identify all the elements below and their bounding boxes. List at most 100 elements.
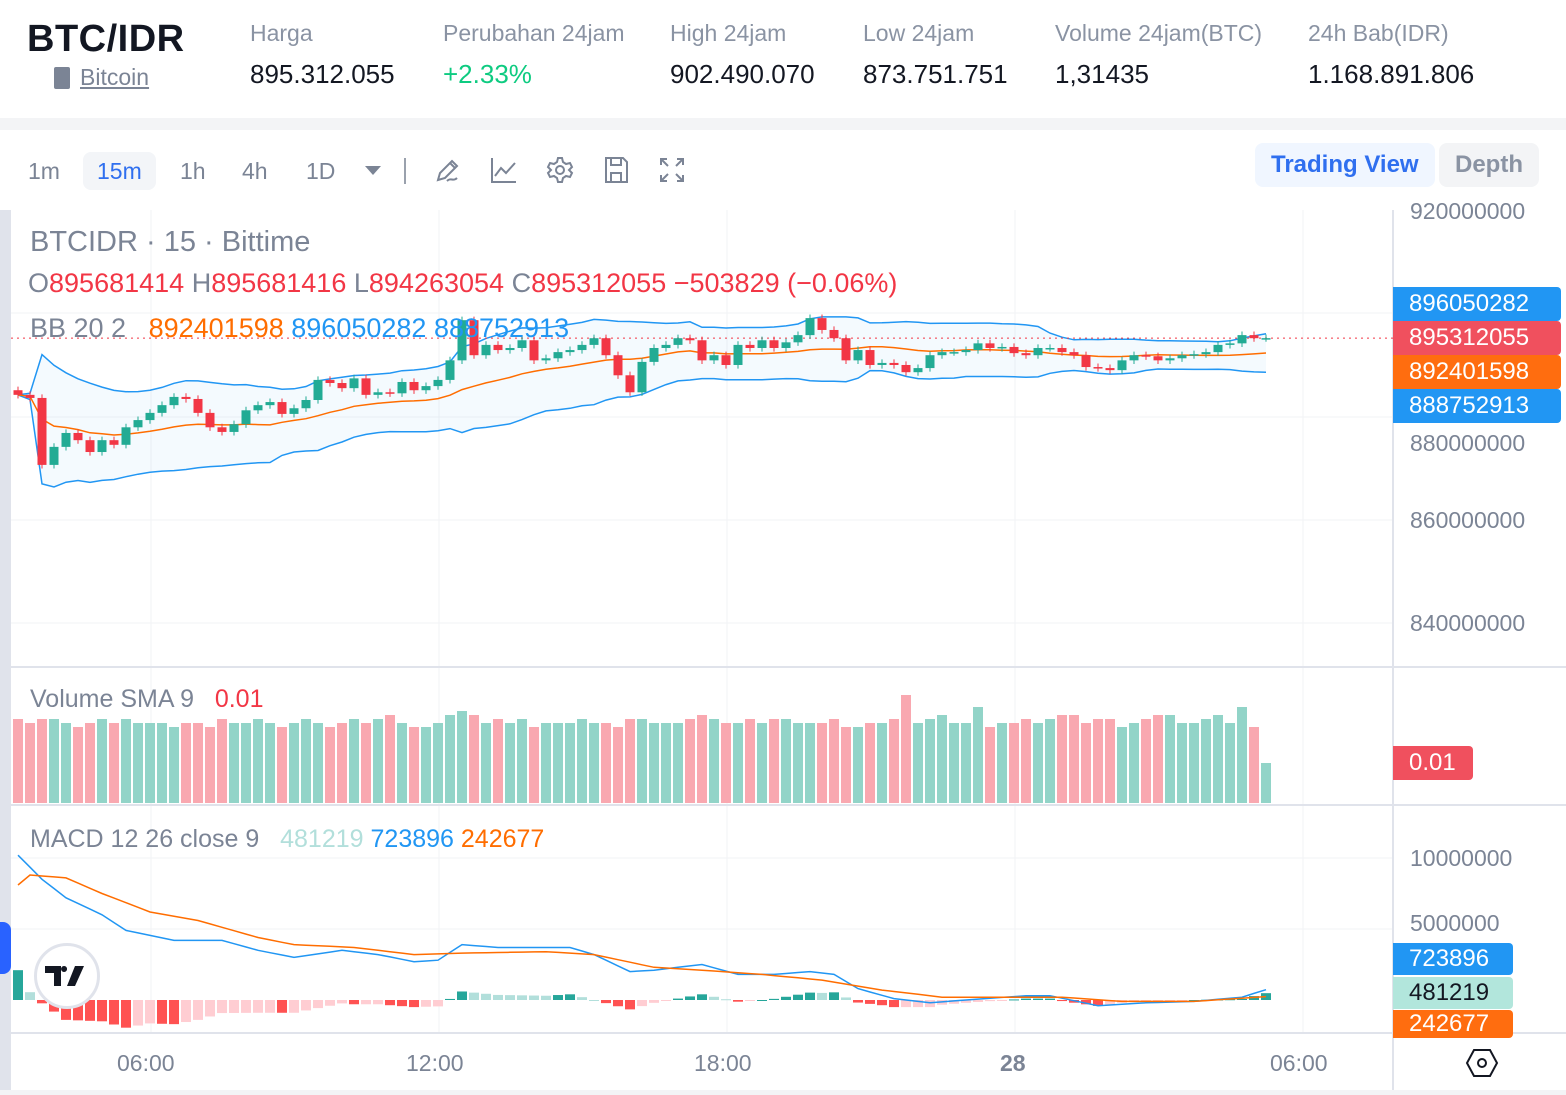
- stat-volume: Volume 24jam(BTC) 1,31435: [1055, 20, 1262, 90]
- open-value: 895681414: [49, 268, 185, 298]
- volume-bar: [937, 715, 947, 803]
- market-header: BTC/IDR Bitcoin Harga 895.312.055 Perubah…: [0, 0, 1566, 118]
- trading-view-button[interactable]: Trading View: [1255, 143, 1435, 187]
- volume-bar: [409, 727, 419, 803]
- timeframe-1m[interactable]: 1m: [28, 158, 60, 184]
- volume-bar: [109, 723, 119, 803]
- macd-histogram-bar: [673, 998, 683, 1000]
- macd-line: [17, 854, 1267, 1007]
- macd-histogram-bar: [757, 1000, 767, 1001]
- fullscreen-icon[interactable]: [657, 155, 687, 185]
- volume-price-label: 0.01: [1393, 746, 1473, 780]
- volume-bar: [949, 723, 959, 803]
- volume-bar: [1129, 723, 1139, 803]
- macd-histogram-bar: [949, 1000, 959, 1004]
- volume-bar: [973, 707, 983, 803]
- chart-settings-icon[interactable]: [1465, 1047, 1499, 1079]
- volume-bar: [181, 723, 191, 803]
- macd-histogram-bar: [853, 1000, 863, 1003]
- stat-price: Harga 895.312.055: [250, 20, 395, 90]
- save-icon[interactable]: [601, 155, 631, 185]
- candle-body: [109, 440, 119, 445]
- macd-hist-value: 481219: [280, 825, 364, 853]
- volume-bar: [1153, 715, 1163, 803]
- volume-bar: [505, 723, 515, 803]
- macd-histogram-bar: [973, 1000, 983, 1002]
- price-tick: 920000000: [1410, 198, 1526, 224]
- chart-toolbar: 1m 15m 1h 4h 1D Trading View Depth: [0, 130, 1566, 210]
- macd-histogram-bar: [193, 1000, 203, 1020]
- volume-bar: [733, 723, 743, 803]
- bb-fill: [18, 316, 1266, 487]
- volume-bar: [649, 723, 659, 803]
- volume-bar: [721, 723, 731, 803]
- macd-histogram-bar: [313, 1000, 323, 1009]
- volume-bar: [553, 723, 563, 803]
- toolbar-divider: [404, 158, 406, 184]
- sidebar-toggle-button[interactable]: [0, 922, 11, 974]
- timeframe-15m[interactable]: 15m: [83, 152, 156, 190]
- tradingview-logo[interactable]: [34, 943, 100, 1009]
- volume-bar: [265, 723, 275, 803]
- candle-body: [769, 340, 779, 348]
- macd-histogram-bar: [85, 1000, 95, 1021]
- macd-histogram-bar: [421, 1000, 431, 1007]
- coin-link[interactable]: Bitcoin: [54, 64, 149, 91]
- candle-body: [157, 405, 167, 413]
- volume-bar: [985, 727, 995, 803]
- timeframe-4h[interactable]: 4h: [242, 158, 268, 184]
- candle-body: [901, 364, 911, 373]
- volume-bar: [913, 723, 923, 803]
- volume-bar: [577, 719, 587, 803]
- macd-histogram-bar: [1093, 1000, 1103, 1006]
- bb-label: BB 20 2: [30, 313, 127, 343]
- volume-bar: [1201, 719, 1211, 803]
- timeframe-1h[interactable]: 1h: [180, 158, 206, 184]
- macd-histogram-bar: [1081, 1000, 1091, 1005]
- macd-histogram-bar: [1033, 998, 1043, 1000]
- macd-histogram-bar: [1009, 999, 1019, 1001]
- macd-histogram-bar: [1057, 1000, 1067, 1002]
- candle-body: [241, 410, 251, 425]
- macd-histogram-bar: [349, 1000, 359, 1005]
- coin-link-label[interactable]: Bitcoin: [80, 64, 150, 90]
- stat-label: 24h Bab(IDR): [1308, 20, 1449, 46]
- gear-icon[interactable]: [545, 155, 575, 185]
- volume-bar: [1105, 719, 1115, 803]
- candle-body: [337, 383, 347, 389]
- macd-histogram-bar: [361, 1000, 371, 1005]
- bottom-edge: [0, 1090, 1566, 1095]
- volume-label: Volume SMA 9: [30, 685, 194, 713]
- macd-histogram-bar: [685, 996, 695, 1000]
- macd-histogram-bar: [493, 994, 503, 1000]
- volume-bar: [337, 723, 347, 803]
- volume-bar: [1081, 723, 1091, 803]
- candle-body: [253, 405, 263, 411]
- volume-bar: [589, 723, 599, 803]
- volume-bar: [301, 719, 311, 803]
- volume-bar: [637, 719, 647, 803]
- volume-bar: [277, 727, 287, 803]
- stat-label: Harga: [250, 20, 313, 46]
- candle-body: [73, 432, 83, 441]
- candle-body: [661, 344, 671, 348]
- macd-histogram-bar: [505, 995, 515, 1000]
- volume-bar: [61, 723, 71, 803]
- candle-body: [49, 446, 59, 465]
- macd-histogram-bar: [877, 1000, 887, 1006]
- price-chart[interactable]: [0, 210, 1566, 1095]
- pencil-icon[interactable]: [433, 155, 463, 185]
- candle-body: [85, 440, 95, 453]
- indicator-chart-icon[interactable]: [489, 155, 519, 185]
- section-divider: [0, 118, 1566, 130]
- candle-body: [709, 355, 719, 361]
- candle-body: [697, 340, 707, 361]
- volume-bar: [193, 723, 203, 803]
- chevron-down-icon[interactable]: [358, 155, 388, 185]
- stat-change: Perubahan 24jam +2.33%: [443, 20, 625, 90]
- volume-bar: [1057, 715, 1067, 803]
- timeframe-1d[interactable]: 1D: [306, 158, 336, 184]
- depth-button[interactable]: Depth: [1439, 143, 1539, 187]
- macd-histogram-bar: [637, 1000, 647, 1007]
- volume-bar: [613, 727, 623, 803]
